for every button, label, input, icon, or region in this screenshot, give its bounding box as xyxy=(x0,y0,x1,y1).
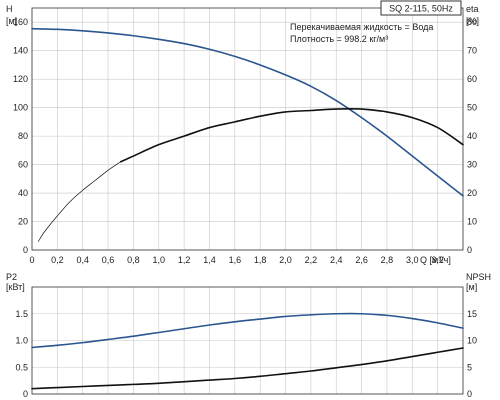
x-tick-label: 1,8 xyxy=(254,255,267,265)
y-right-tick-label: 30 xyxy=(467,160,477,170)
y-right-axis-unit: [м] xyxy=(466,282,477,292)
y-right-axis-unit: [%] xyxy=(466,16,479,26)
y-right-tick-label: 10 xyxy=(467,217,477,227)
x-tick-label: 0,8 xyxy=(127,255,140,265)
y-left-tick-label: 80 xyxy=(18,131,28,141)
y-left-axis-name: H xyxy=(6,4,13,14)
series-line-eta_thin xyxy=(37,161,122,242)
y-left-tick-label: 60 xyxy=(18,160,28,170)
plot-frame xyxy=(31,286,464,395)
series-line-eta xyxy=(119,108,464,163)
y-left-tick-label: 160 xyxy=(13,17,28,27)
y-right-tick-label: 15 xyxy=(467,309,477,319)
x-tick-label: 2,2 xyxy=(305,255,318,265)
fluid-note: Перекачиваемая жидкость = Вода xyxy=(290,22,433,32)
x-tick-label: 1,0 xyxy=(153,255,166,265)
y-left-axis-name: P2 xyxy=(6,272,17,282)
x-tick-label: 2,6 xyxy=(355,255,368,265)
x-axis-label: Q [м³/ч] xyxy=(420,255,451,265)
y-right-tick-label: 5 xyxy=(467,362,472,372)
x-tick-label: 2,8 xyxy=(381,255,394,265)
y-right-tick-label: 50 xyxy=(467,103,477,113)
y-left-tick-label: 0.5 xyxy=(15,362,28,372)
x-tick-label: 3,0 xyxy=(406,255,419,265)
y-right-tick-label: 10 xyxy=(467,336,477,346)
series-line-h xyxy=(31,27,464,197)
chart-title: SQ 2-115, 50Hz xyxy=(389,4,453,14)
y-right-tick-label: 0 xyxy=(467,245,472,255)
y-left-tick-label: 120 xyxy=(13,74,28,84)
y-right-tick-label: 80 xyxy=(467,17,477,27)
upper-panel: 0 20 40 60 80 100 120 140 160 0 10 20 30 40 50 60 70 80 H [… xyxy=(6,4,479,265)
y-left-tick-label: 100 xyxy=(13,103,28,113)
y-left-tick-label: 40 xyxy=(18,188,28,198)
y-left-axis-unit: [м] xyxy=(6,16,17,26)
y-left-tick-label: 1.5 xyxy=(15,309,28,319)
y-left-tick-label: 1.0 xyxy=(15,336,28,346)
y-right-axis-name: NPSH xyxy=(466,272,491,282)
x-tick-label: 1,4 xyxy=(203,255,216,265)
y-right-tick-label: 20 xyxy=(467,188,477,198)
density-note: Плотность = 998.2 кг/м³ xyxy=(290,34,388,44)
y-right-tick-label: 70 xyxy=(467,46,477,56)
x-tick-label: 0,2 xyxy=(51,255,64,265)
y-right-tick-label: 0 xyxy=(467,389,472,399)
chart-notes: SQ 2-115, 50Hz Перекачиваемая жидкость =… xyxy=(290,0,462,44)
y-left-tick-label: 0 xyxy=(23,389,28,399)
x-tick-label: 2,0 xyxy=(279,255,292,265)
x-tick-label: 3,2 xyxy=(431,255,444,265)
x-tick-label: 0,6 xyxy=(102,255,115,265)
x-tick-label: 1,2 xyxy=(178,255,191,265)
y-right-axis-name: eta xyxy=(466,4,479,14)
y-left-tick-label: 140 xyxy=(13,46,28,56)
y-right-tick-label: 40 xyxy=(467,131,477,141)
x-tick-label: 0 xyxy=(29,255,34,265)
plot-frame xyxy=(31,7,464,251)
lower-panel: 0 0.5 1.0 1.5 0 5 10 15 P2[кВт] NPSH[м] xyxy=(6,272,491,399)
x-tick-label: 2,4 xyxy=(330,255,343,265)
x-tick-label: 0,4 xyxy=(76,255,89,265)
x-tick-label: 1,6 xyxy=(229,255,242,265)
y-left-tick-label: 0 xyxy=(23,245,28,255)
y-left-axis-unit: [кВт] xyxy=(6,282,25,292)
title-box xyxy=(380,0,462,16)
y-left-tick-label: 20 xyxy=(18,217,28,227)
series-line-p2 xyxy=(31,312,464,349)
series-line-npsh xyxy=(31,347,464,390)
y-right-tick-label: 60 xyxy=(467,74,477,84)
